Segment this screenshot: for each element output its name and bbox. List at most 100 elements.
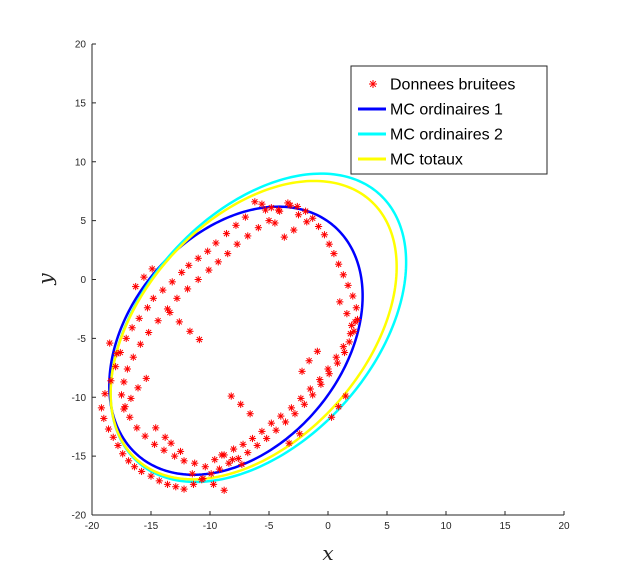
data-point [294,211,303,219]
x-axis-label: x [322,541,333,565]
data-point [218,451,226,459]
data-point [228,456,237,464]
data-point [222,229,231,238]
data-point [147,472,155,480]
data-point [130,463,139,471]
data-point [120,405,128,413]
data-point [132,282,140,291]
data-point [185,261,193,269]
x-tick-label: 0 [325,521,331,532]
data-point [104,425,113,433]
data-point [220,486,228,494]
data-point [186,327,194,335]
data-point [343,310,351,318]
data-point [227,392,235,400]
data-point [120,378,128,386]
data-point [258,200,266,208]
data-point [305,357,313,365]
data-point [137,467,146,476]
data-point [316,375,324,384]
data-point [107,377,115,385]
data-point [195,335,203,344]
data-point [274,206,283,214]
data-point [201,463,209,471]
data-point [168,278,176,286]
data-point [313,347,321,355]
data-point [244,232,252,240]
data-point [159,286,167,294]
data-point [238,460,246,468]
data-point [344,281,352,289]
data-point [285,439,293,447]
data-point [150,440,159,448]
data-point [280,233,288,241]
data-point [109,433,117,441]
data-point [348,321,356,330]
legend: Donnees bruitees MC ordinaires 1 MC ordina… [350,65,548,175]
legend-label: MC ordinaires 2 [390,127,503,144]
data-point [324,365,332,373]
data-point [309,214,317,222]
data-points [97,198,362,494]
data-point [123,365,131,373]
y-axis-label: y [33,273,57,286]
legend-marker-points [369,80,377,88]
data-point [141,432,149,440]
curve-mc-ordinaires-1 [108,205,364,477]
data-point [194,254,202,262]
data-point [129,353,137,361]
data-point [145,328,153,337]
data-point [234,454,242,463]
x-tick-label: -20 [85,521,100,532]
data-point [100,414,108,423]
data-point [97,404,106,412]
data-point [335,403,343,411]
fitted-curves [108,172,408,484]
data-point [330,249,338,258]
data-point [148,265,156,273]
x-tick-label: 10 [440,521,452,532]
data-point [117,391,126,399]
x-tick-label: 15 [499,521,511,532]
data-point [160,446,168,454]
axis-ticks: -20 -15 -10 -5 0 5 10 15 20 20 15 10 5 0 -5 -10 -15 -20 [72,40,570,533]
data-point [224,249,232,258]
data-point [339,271,347,279]
data-point [265,217,273,225]
data-point [142,374,150,383]
legend-label: MC totaux [390,152,463,169]
data-point [230,445,238,453]
data-point [248,434,257,443]
data-point [178,268,186,277]
data-point [191,459,199,467]
data-point [306,385,314,393]
data-point [215,465,224,473]
data-point [333,359,342,367]
data-point [349,292,357,300]
data-point [336,298,344,306]
data-point [163,480,172,488]
data-point [340,348,349,357]
data-point [180,485,188,493]
data-point [136,340,144,348]
data-point [113,350,121,358]
data-point [167,439,175,447]
y-tick-label: -5 [77,334,86,345]
legend-label: Donnees bruitees [390,77,515,94]
data-point [212,239,220,247]
data-point [303,218,311,226]
data-point [114,441,122,450]
data-point [116,348,124,357]
data-point [327,413,336,421]
x-tick-label: 5 [384,521,390,532]
data-point [320,231,329,239]
data-point [140,273,148,281]
data-point [346,330,355,338]
data-point [309,391,317,399]
x-tick-label: -10 [203,521,218,532]
data-point [176,447,185,456]
data-point [152,424,160,432]
data-point [106,339,114,347]
data-point [133,424,141,432]
